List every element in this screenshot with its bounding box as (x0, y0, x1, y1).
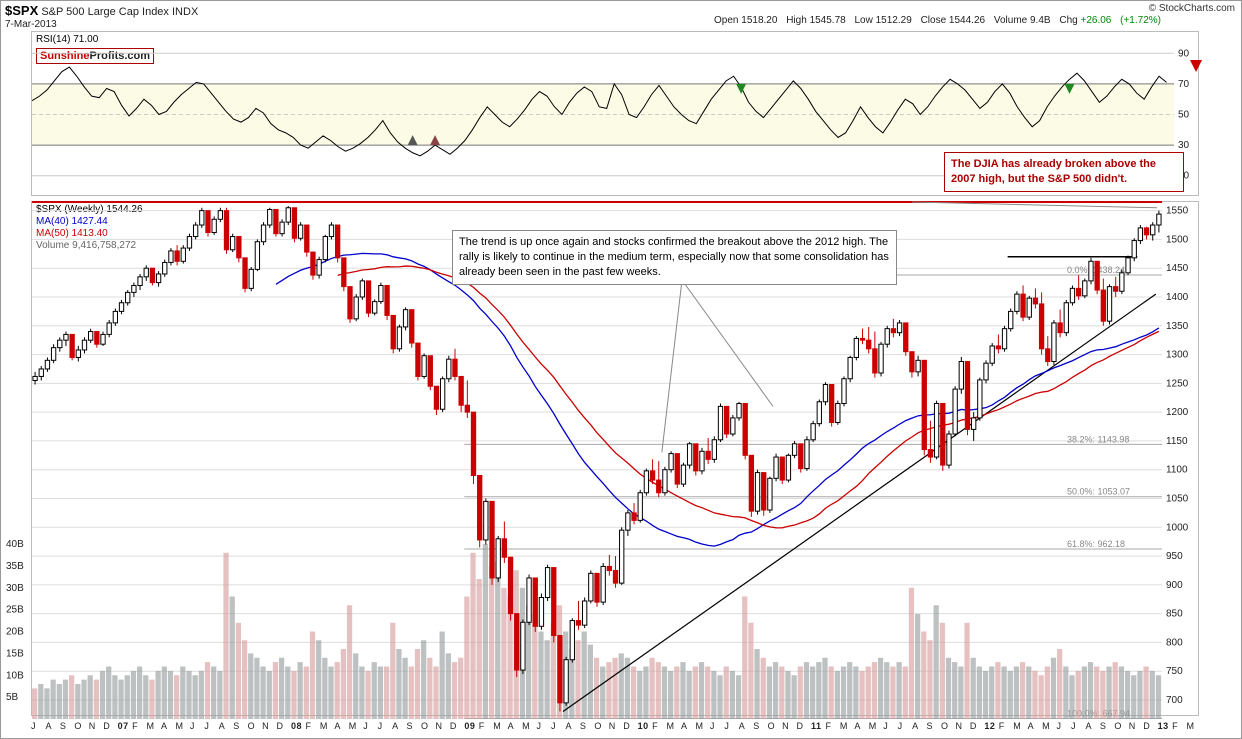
x-axis-labels: JASOND07FMAMJJASOND08FMAMJJASOND09FMAMJJ… (31, 721, 1199, 735)
svg-text:1000: 1000 (1166, 522, 1189, 533)
svg-text:1350: 1350 (1166, 321, 1189, 332)
ticker-name: S&P 500 Large Cap Index (41, 6, 169, 18)
svg-text:5B: 5B (6, 692, 19, 703)
svg-text:61.8%: 962.18: 61.8%: 962.18 (1067, 539, 1125, 549)
svg-text:20B: 20B (6, 627, 24, 638)
svg-text:1550: 1550 (1166, 206, 1189, 217)
svg-text:30B: 30B (6, 583, 24, 594)
svg-text:900: 900 (1166, 580, 1183, 591)
svg-text:700: 700 (1166, 695, 1183, 706)
svg-text:25B: 25B (6, 605, 24, 616)
svg-text:30: 30 (1178, 140, 1190, 151)
svg-text:1150: 1150 (1166, 436, 1188, 447)
svg-text:750: 750 (1166, 666, 1183, 677)
chart-date: 7-Mar-2013 (5, 19, 57, 30)
ticker-symbol: $SPX (5, 3, 38, 18)
ticker-type: INDX (172, 6, 198, 18)
chg-pct-value: (+1.72%) (1120, 15, 1161, 26)
open-value: 1518.20 (741, 15, 777, 26)
chg-value: +26.06 (1080, 15, 1111, 26)
svg-text:1200: 1200 (1166, 407, 1189, 418)
volume-value: 9.4B (1030, 15, 1051, 26)
svg-text:38.2%: 1143.98: 38.2%: 1143.98 (1067, 434, 1129, 444)
svg-text:50: 50 (1178, 110, 1190, 121)
price-panel: $SPX (Weekly) 1544.26 MA(40) 1427.44 MA(… (31, 201, 1199, 716)
annotation-trend: The trend is up once again and stocks co… (452, 230, 897, 285)
svg-text:950: 950 (1166, 551, 1183, 562)
svg-text:40B: 40B (6, 539, 24, 550)
svg-text:1100: 1100 (1166, 465, 1188, 476)
svg-text:90: 90 (1178, 48, 1190, 59)
svg-text:1050: 1050 (1166, 493, 1189, 504)
svg-text:10B: 10B (6, 670, 24, 681)
svg-text:50.0%: 1053.07: 50.0%: 1053.07 (1067, 487, 1130, 497)
svg-text:1400: 1400 (1166, 292, 1189, 303)
svg-text:850: 850 (1166, 609, 1183, 620)
svg-text:1300: 1300 (1166, 350, 1189, 361)
stockchart-root: $SPX S&P 500 Large Cap Index INDX 7-Mar-… (0, 0, 1242, 739)
svg-text:15B: 15B (6, 648, 24, 659)
low-value: 1512.29 (876, 15, 912, 26)
svg-text:35B: 35B (6, 561, 24, 572)
ohlc-bar: Open 1518.20 High 1545.78 Low 1512.29 Cl… (714, 15, 1161, 26)
svg-text:1450: 1450 (1166, 263, 1189, 274)
svg-text:1250: 1250 (1166, 378, 1189, 389)
attribution-label: © StockCharts.com (1149, 3, 1235, 14)
annotation-djia: The DJIA has already broken above the 20… (944, 152, 1184, 192)
rsi-arrow-icon (1190, 60, 1202, 72)
high-value: 1545.78 (810, 15, 846, 26)
svg-text:70: 70 (1178, 79, 1190, 90)
svg-text:1500: 1500 (1166, 234, 1189, 245)
close-value: 1544.26 (949, 15, 985, 26)
svg-text:800: 800 (1166, 637, 1183, 648)
